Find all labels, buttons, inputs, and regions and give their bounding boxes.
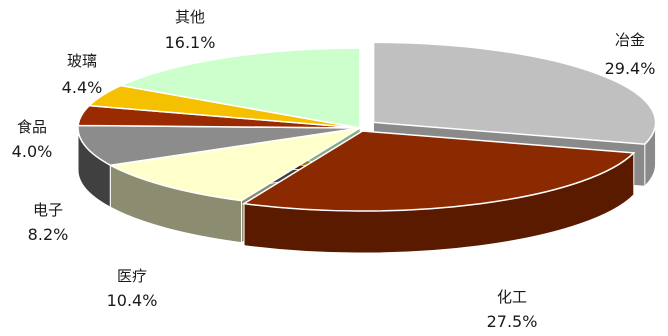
pie-labels: 冶金 29.4% 化工 27.5% 医疗 10.4% 电子 8.2% 食品 4.0% 玻璃 4.4% 其…: [12, 8, 656, 331]
slice-2-top: [241, 130, 636, 212]
slice-3-percent-label: 10.4%: [107, 291, 158, 310]
slice-7-top: [118, 47, 361, 129]
slice-4-name-label: 电子: [33, 201, 63, 219]
slice-4-top: [77, 124, 361, 166]
slice-5-name-label: 食品: [17, 118, 47, 136]
slice-2-percent-label: 27.5%: [487, 312, 538, 331]
slice-4-percent-label: 8.2%: [28, 225, 69, 244]
slice-7-percent-label: 16.1%: [165, 33, 216, 52]
pie-tops: [77, 41, 657, 212]
slice-1-top: [372, 41, 657, 145]
slice-6-name-label: 玻璃: [67, 52, 97, 70]
slice-3-name-label: 医疗: [117, 267, 147, 285]
slice-7-name-label: 其他: [175, 8, 205, 26]
slice-2-name-label: 化工: [497, 288, 527, 306]
slice-5-percent-label: 4.0%: [12, 142, 53, 161]
slice-6-percent-label: 4.4%: [62, 78, 103, 97]
slice-1-name-label: 冶金: [615, 31, 645, 49]
slice-3-top: [108, 127, 361, 202]
slice-1-percent-label: 29.4%: [605, 59, 656, 78]
